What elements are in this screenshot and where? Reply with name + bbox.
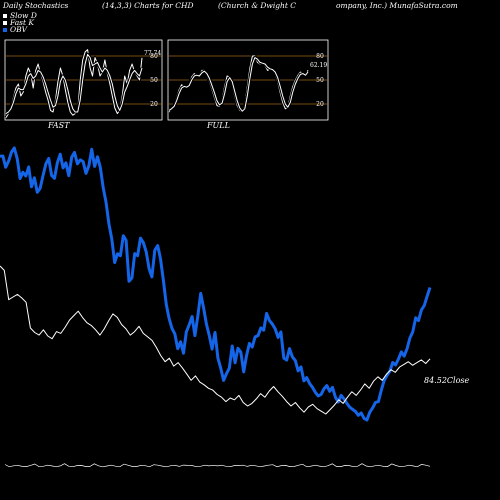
legend-label-fast-k: Fast K — [9, 18, 34, 27]
legend-swatch-fast-k — [3, 21, 7, 25]
full-tick-label-20: 20 — [316, 101, 324, 108]
chart-title: Daily Stochastics — [2, 1, 69, 10]
fast-tick-label-20: 20 — [150, 101, 158, 108]
fast-tick-label-50: 50 — [150, 77, 158, 84]
company-name-part1: (Church & Dwight C — [218, 1, 296, 10]
fast-tick-label-80: 80 — [150, 53, 158, 60]
legend-label-slow-d: Slow D — [10, 11, 37, 20]
legend-label-obv: OBV — [10, 25, 29, 34]
full-tick-label-80: 80 — [316, 53, 324, 60]
chart-params: (14,3,3) Charts for CHD — [102, 1, 194, 10]
legend-swatch-slow-d — [3, 14, 7, 18]
obv-line — [0, 146, 432, 422]
legend-swatch-obv — [3, 28, 7, 32]
fast-end-label: 77.74 — [144, 50, 161, 57]
panel-title-fast: FAST — [47, 121, 70, 130]
close-price-line — [0, 265, 431, 415]
full-series-1 — [168, 57, 309, 112]
company-name-part2: ompany, Inc.) MunafaSutra.com — [336, 1, 458, 10]
full-end-label: 62.19 — [310, 62, 327, 69]
bottom-strip-line — [4, 463, 431, 468]
close-end-label: 84.52Close — [424, 376, 470, 385]
main-chart — [0, 146, 432, 468]
full-tick-label-50: 50 — [316, 77, 324, 84]
panel-title-full: FULL — [206, 121, 230, 130]
fast-series-1 — [5, 53, 143, 115]
stochastic-panel-full: 20 50 80 62.19 — [167, 39, 329, 121]
